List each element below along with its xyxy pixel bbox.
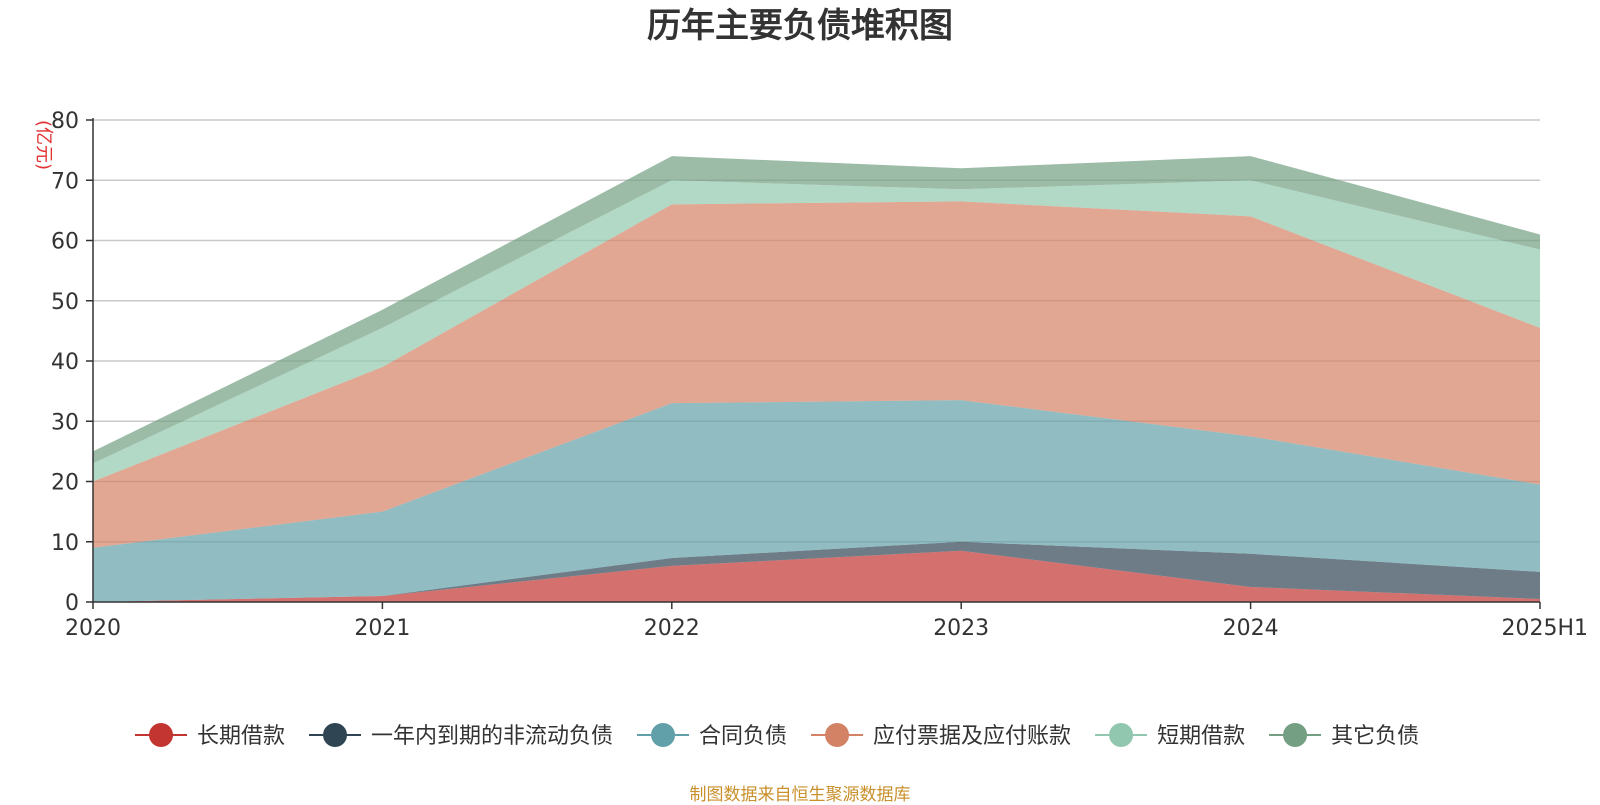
legend-item: 短期借款 [1095,723,1245,749]
legend-label: 应付票据及应付账款 [873,724,1071,749]
axes: 0 10 20 30 40 50 60 70 80 2020 2021 2022 2023 2024 202… [33,109,1588,641]
area-合同负债 [93,400,1540,602]
x-tick-label: 2021 [354,616,410,641]
y-axis-unit: (亿元) [33,120,54,170]
y-tick-label: 70 [51,169,79,194]
legend-item: 长期借款 [135,723,285,749]
legend-item: 一年内到期的非流动负债 [309,723,613,749]
x-tick-label: 2024 [1223,616,1279,641]
legend-marker [651,723,676,747]
area-短期借款 [93,180,1540,482]
legend-label: 其它负债 [1331,724,1419,749]
legend-item: 应付票据及应付账款 [811,723,1071,749]
y-tick-label: 60 [51,230,79,255]
area-长期借款 [93,550,1540,602]
legend-item: 合同负债 [637,723,787,749]
legend-label: 短期借款 [1157,724,1245,749]
y-tick-label: 30 [51,410,79,435]
legend-marker [323,723,348,747]
legend-label: 合同负债 [699,724,787,749]
y-tick-label: 20 [51,471,79,496]
x-tick-label: 2020 [65,616,121,641]
y-tick-label: 50 [51,290,79,315]
x-tick-label: 2022 [644,616,700,641]
y-tick-label: 0 [65,591,79,616]
legend-label: 长期借款 [197,724,285,749]
legend-marker [1109,723,1134,747]
y-tick-label: 80 [51,109,79,134]
legend-marker [825,723,850,747]
chart-title: 历年主要负债堆积图 [647,6,953,46]
area-一年内到期的非流动负债 [93,541,1540,602]
legend: 长期借款 一年内到期的非流动负债 合同负债 应付票据及应付账款 短期借款 其它负债 [135,723,1419,749]
y-tick-label: 10 [51,531,79,556]
legend-marker [1283,723,1308,747]
x-tick-label: 2023 [933,616,989,641]
legend-label: 一年内到期的非流动负债 [371,724,613,749]
area-series [93,156,1540,602]
x-tick-label: 2025H1 [1501,616,1588,641]
legend-item: 其它负债 [1269,723,1419,749]
data-source-note: 制图数据来自恒生聚源数据库 [689,785,911,805]
area-应付票据及应付账款 [93,201,1540,548]
legend-marker [149,723,173,747]
y-tick-label: 40 [51,350,79,375]
